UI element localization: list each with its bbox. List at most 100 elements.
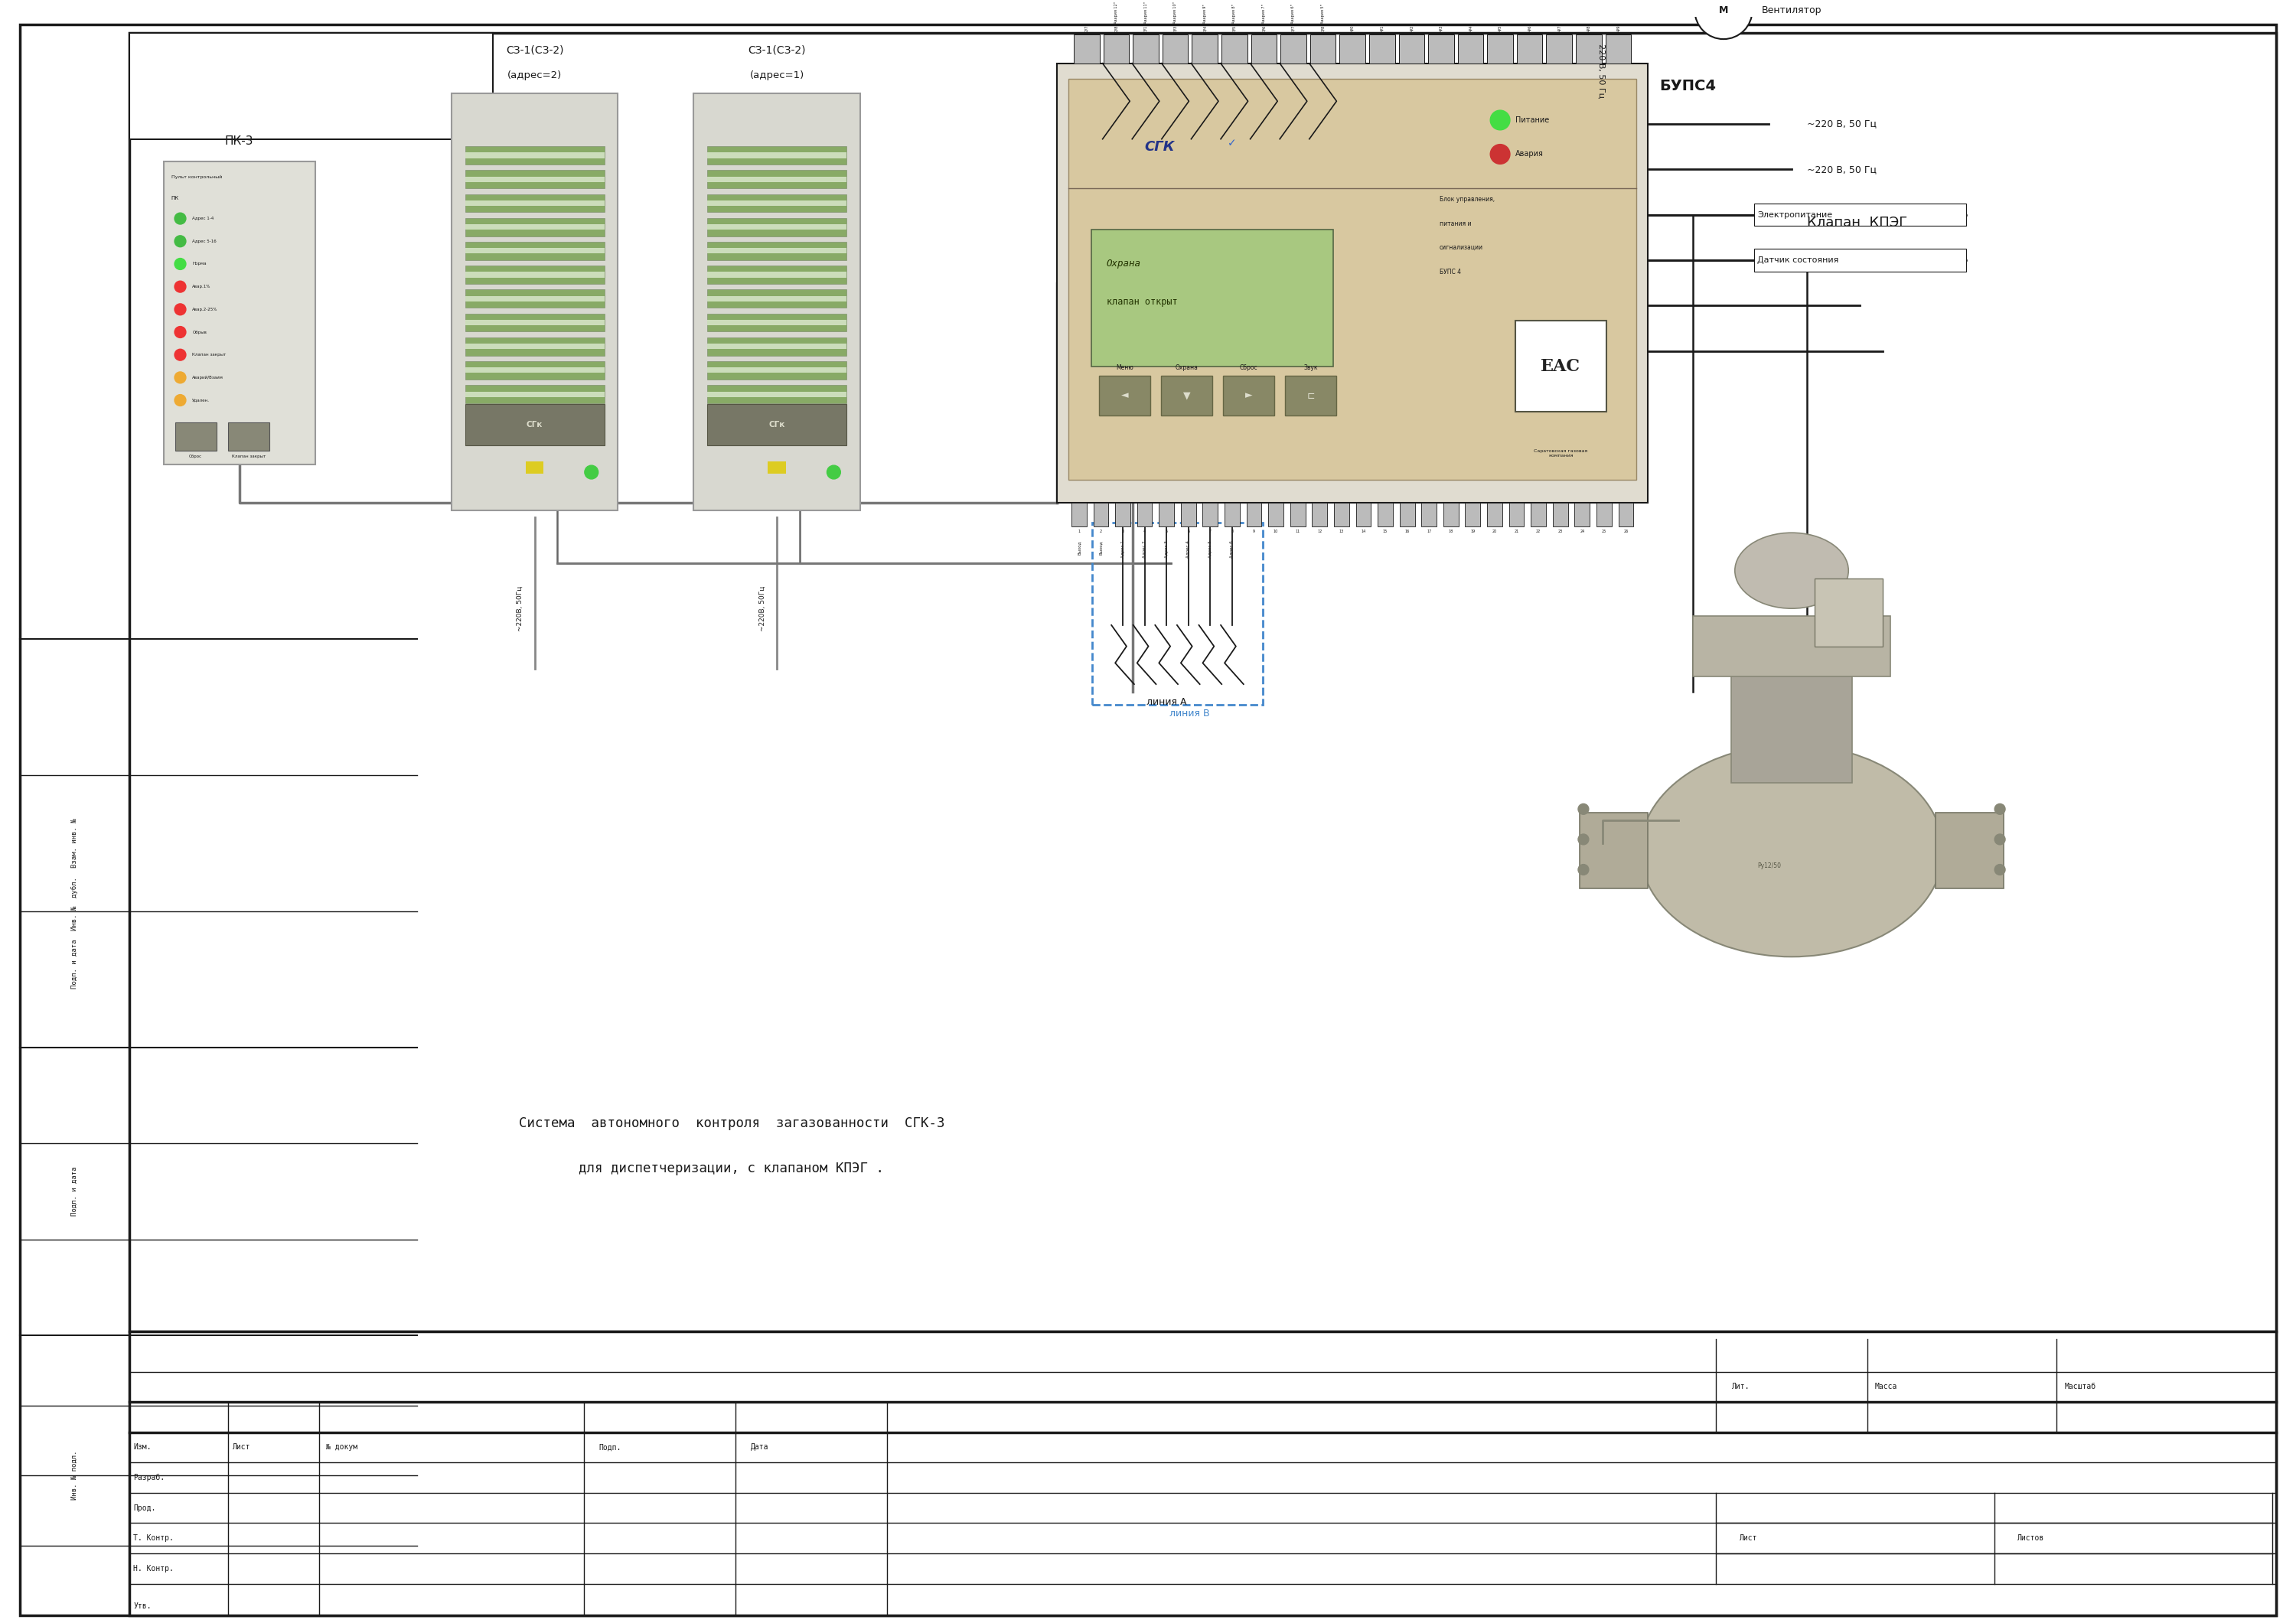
Bar bbox=[1731, 646, 1853, 782]
Bar bbox=[466, 404, 604, 446]
Text: ⊏: ⊏ bbox=[1306, 391, 1316, 401]
Text: 24: 24 bbox=[1580, 529, 1584, 534]
Text: БУПС4: БУПС4 bbox=[1660, 78, 1715, 93]
Text: 3/1: 3/1 bbox=[1143, 24, 1148, 31]
Text: Масштаб: Масштаб bbox=[2064, 1383, 2096, 1391]
Bar bbox=[1334, 503, 1350, 527]
Text: EAC: EAC bbox=[1541, 357, 1580, 375]
Text: № докум: № докум bbox=[326, 1443, 358, 1451]
Bar bbox=[707, 409, 847, 427]
Bar bbox=[1444, 503, 1458, 527]
Text: 3/7: 3/7 bbox=[1290, 24, 1295, 31]
Circle shape bbox=[174, 326, 186, 338]
Bar bbox=[1552, 503, 1568, 527]
Bar bbox=[1075, 34, 1100, 63]
Bar bbox=[707, 295, 847, 302]
Bar bbox=[466, 344, 604, 349]
Text: ПК: ПК bbox=[172, 196, 179, 200]
Bar bbox=[1458, 34, 1483, 63]
Bar bbox=[466, 224, 604, 230]
Bar bbox=[466, 242, 604, 260]
Circle shape bbox=[174, 394, 186, 406]
Bar bbox=[466, 200, 604, 206]
Ellipse shape bbox=[1736, 532, 1848, 609]
Bar bbox=[1100, 377, 1150, 415]
Text: Адрес 2: Адрес 2 bbox=[1143, 540, 1146, 558]
Bar bbox=[707, 367, 847, 373]
Text: БУПС 4: БУПС 4 bbox=[1440, 268, 1460, 276]
Text: Питание: Питание bbox=[1515, 117, 1550, 123]
Bar bbox=[1072, 503, 1086, 527]
Bar bbox=[466, 313, 604, 331]
Text: 15: 15 bbox=[1382, 529, 1387, 534]
Text: Вентилятор: Вентилятор bbox=[1761, 5, 1821, 15]
Bar bbox=[1162, 377, 1212, 415]
Text: ~220В, 50Гц: ~220В, 50Гц bbox=[758, 586, 765, 631]
Text: СГк: СГк bbox=[526, 420, 542, 428]
Bar bbox=[1428, 34, 1453, 63]
Text: "Авария 11": "Авария 11" bbox=[1143, 2, 1148, 26]
Bar bbox=[707, 385, 847, 403]
Bar bbox=[129, 32, 2275, 1331]
Text: 3: 3 bbox=[1120, 529, 1125, 534]
Bar bbox=[466, 266, 604, 284]
Text: Авар.1%: Авар.1% bbox=[193, 284, 211, 289]
Bar bbox=[1162, 34, 1187, 63]
Bar bbox=[466, 338, 604, 355]
Bar bbox=[1754, 248, 1965, 271]
Circle shape bbox=[1694, 0, 1752, 39]
Bar bbox=[707, 242, 847, 260]
Bar bbox=[1378, 503, 1394, 527]
Bar bbox=[707, 146, 847, 164]
Bar bbox=[1605, 34, 1630, 63]
Text: Авар.2-25%: Авар.2-25% bbox=[193, 307, 218, 312]
Text: 4/7: 4/7 bbox=[1557, 24, 1561, 31]
Circle shape bbox=[1995, 803, 2004, 815]
Text: Клапан  КПЭГ: Клапан КПЭГ bbox=[1807, 216, 1908, 229]
Text: ✓: ✓ bbox=[1228, 138, 1238, 148]
Text: 3/8: 3/8 bbox=[1320, 24, 1325, 31]
Text: Лит.: Лит. bbox=[1731, 1383, 1750, 1391]
Bar bbox=[1068, 78, 1637, 480]
Text: 3/5: 3/5 bbox=[1233, 24, 1235, 31]
Bar bbox=[1692, 617, 1890, 677]
Text: ~220 В, 50 Гц: ~220 В, 50 Гц bbox=[1807, 164, 1876, 174]
Bar bbox=[707, 320, 847, 325]
Bar bbox=[1137, 503, 1153, 527]
Text: Утв.: Утв. bbox=[133, 1602, 152, 1610]
Circle shape bbox=[1577, 803, 1589, 815]
Text: "Авария 9": "Авария 9" bbox=[1203, 5, 1208, 26]
Text: 16: 16 bbox=[1405, 529, 1410, 534]
Bar bbox=[707, 170, 847, 188]
Text: 6: 6 bbox=[1187, 529, 1189, 534]
Bar bbox=[1580, 813, 1649, 888]
Circle shape bbox=[1577, 834, 1589, 844]
Bar bbox=[1093, 523, 1263, 704]
Bar bbox=[707, 273, 847, 278]
Circle shape bbox=[174, 349, 186, 360]
Text: питания и: питания и bbox=[1440, 221, 1472, 227]
Text: Инв. №  дубл.: Инв. № дубл. bbox=[71, 876, 78, 930]
Bar bbox=[1488, 503, 1502, 527]
Text: Адрес 3: Адрес 3 bbox=[1164, 540, 1169, 558]
Bar bbox=[1251, 34, 1277, 63]
Bar bbox=[1545, 34, 1573, 63]
Bar bbox=[707, 248, 847, 253]
Bar bbox=[707, 217, 847, 235]
Bar bbox=[1091, 230, 1334, 367]
Bar bbox=[707, 313, 847, 331]
Bar bbox=[1398, 34, 1424, 63]
Text: 23: 23 bbox=[1559, 529, 1564, 534]
Bar bbox=[466, 385, 604, 403]
Text: "Авария 10": "Авария 10" bbox=[1173, 2, 1178, 26]
Text: Саратовская газовая
компания: Саратовская газовая компания bbox=[1534, 450, 1587, 458]
Text: 4/4: 4/4 bbox=[1469, 24, 1472, 31]
Bar bbox=[466, 409, 604, 427]
Text: Норма: Норма bbox=[193, 261, 207, 266]
Text: Электропитание: Электропитание bbox=[1756, 211, 1832, 219]
Bar bbox=[466, 170, 604, 188]
Bar bbox=[707, 338, 847, 355]
Bar bbox=[1281, 34, 1306, 63]
Text: 22: 22 bbox=[1536, 529, 1541, 534]
Bar bbox=[1093, 503, 1109, 527]
